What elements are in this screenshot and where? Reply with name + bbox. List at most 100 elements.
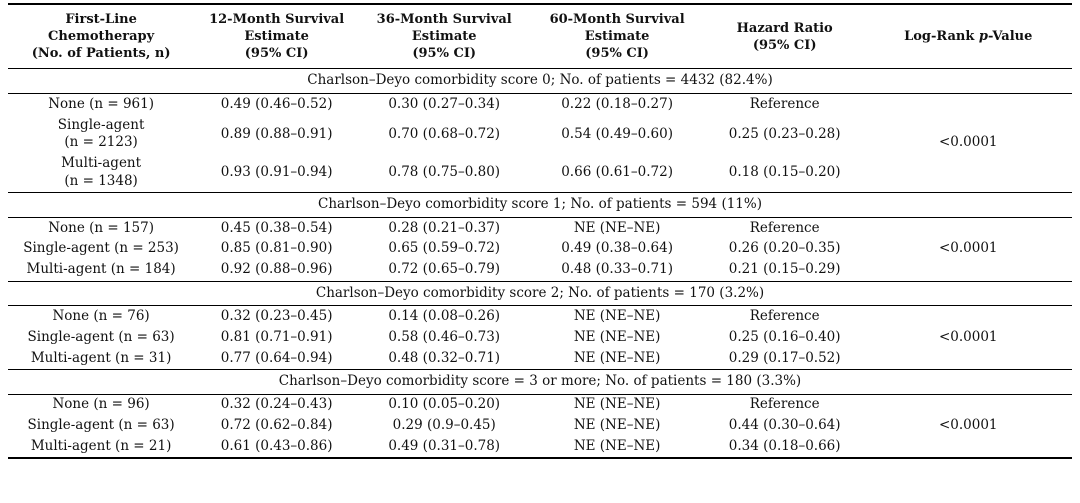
column-header-log-rank-p-value: Log-Rank p-Value	[864, 4, 1072, 70]
cell-hazard-ratio: 0.25 (0.16–0.40)	[728, 328, 841, 345]
table-row: Multi-agent (n = 184) 0.92 (0.88–0.96) 0…	[8, 260, 1072, 281]
log-rank-label-post: -Value	[987, 29, 1033, 45]
cell-therapy: None (n = 76)	[52, 307, 150, 324]
section-title: Charlson–Deyo comorbidity score 0; No. o…	[8, 68, 1072, 95]
column-header-60-month-survival: 60-Month Survival Estimate (95% CI)	[529, 4, 705, 70]
cell-log-rank-p-value: <0.0001	[938, 416, 998, 433]
cell-60-month: 0.48 (0.33–0.71)	[561, 261, 673, 278]
cell-12-month: 0.49 (0.46–0.52)	[220, 95, 333, 112]
cell-60-month: 0.66 (0.61–0.72)	[561, 164, 673, 181]
cell-36-month: 0.30 (0.27–0.34)	[388, 95, 501, 112]
column-header-36-month-survival: 36-Month Survival Estimate (95% CI)	[359, 4, 530, 70]
log-rank-label-pre: Log-Rank	[904, 29, 979, 45]
cell-36-month: 0.70 (0.68–0.72)	[388, 125, 501, 142]
section-2-body: Charlson–Deyo comorbidity score 2; No. o…	[8, 280, 1072, 369]
cell-log-rank-p-value: <0.0001	[938, 240, 998, 257]
column-header-12-month-survival: 12-Month Survival Estimate (95% CI)	[194, 4, 360, 70]
cell-hazard-ratio: 0.21 (0.15–0.29)	[728, 261, 841, 278]
cell-36-month: 0.65 (0.59–0.72)	[388, 240, 501, 257]
cell-hazard-ratio: Reference	[749, 219, 820, 236]
section-header: Charlson–Deyo comorbidity score 1; No. o…	[8, 192, 1072, 219]
cell-hazard-ratio: Reference	[749, 95, 820, 112]
cell-hazard-ratio: 0.18 (0.15–0.20)	[728, 164, 841, 181]
cell-log-rank-p-value: <0.0001	[938, 134, 998, 151]
cell-60-month: NE (NE–NE)	[573, 437, 661, 454]
cell-60-month: NE (NE–NE)	[573, 307, 661, 324]
table-row: None (n = 157) 0.45 (0.38–0.54) 0.28 (0.…	[8, 218, 1072, 257]
cell-36-month: 0.49 (0.31–0.78)	[388, 437, 501, 454]
table-row: Single-agent (n = 253) 0.85 (0.81–0.90) …	[8, 239, 1072, 260]
cell-36-month: 0.72 (0.65–0.79)	[388, 261, 501, 278]
table-row: None (n = 96) 0.32 (0.24–0.43) 0.10 (0.0…	[8, 394, 1072, 433]
cell-12-month: 0.89 (0.88–0.91)	[220, 125, 333, 142]
section-0-body: Charlson–Deyo comorbidity score 0; No. o…	[8, 68, 1072, 193]
cell-12-month: 0.32 (0.23–0.45)	[220, 307, 333, 324]
cell-12-month: 0.61 (0.43–0.86)	[220, 437, 333, 454]
section-title: Charlson–Deyo comorbidity score 1; No. o…	[8, 192, 1072, 219]
cell-therapy: None (n = 157)	[48, 219, 154, 236]
cell-12-month: 0.85 (0.81–0.90)	[220, 240, 333, 257]
cell-therapy: Multi-agent (n = 31)	[30, 349, 172, 366]
survival-estimates-table: First-Line Chemotherapy (No. of Patients…	[8, 3, 1072, 460]
table-row: None (n = 961) 0.49 (0.46–0.52) 0.30 (0.…	[8, 94, 1072, 151]
cell-12-month: 0.45 (0.38–0.54)	[220, 219, 333, 236]
cell-hazard-ratio: 0.29 (0.17–0.52)	[728, 349, 841, 366]
section-1-body: Charlson–Deyo comorbidity score 1; No. o…	[8, 192, 1072, 281]
cell-60-month: NE (NE–NE)	[573, 349, 661, 366]
cell-60-month: NE (NE–NE)	[573, 396, 661, 413]
section-header: Charlson–Deyo comorbidity score = 3 or m…	[8, 368, 1072, 395]
cell-60-month: NE (NE–NE)	[573, 328, 661, 345]
cell-hazard-ratio: Reference	[749, 307, 820, 324]
cell-therapy: None (n = 961)	[48, 95, 154, 112]
table-row: Multi-agent (n = 31) 0.77 (0.64–0.94) 0.…	[8, 348, 1072, 369]
column-header-first-line-chemotherapy: First-Line Chemotherapy (No. of Patients…	[8, 4, 195, 70]
section-3-body: Charlson–Deyo comorbidity score = 3 or m…	[8, 368, 1072, 458]
cell-60-month: 0.22 (0.18–0.27)	[561, 95, 673, 112]
cell-therapy: Single-agent (n = 2123)	[57, 116, 145, 151]
column-header-hazard-ratio: Hazard Ratio (95% CI)	[704, 4, 865, 70]
cell-36-month: 0.78 (0.75–0.80)	[388, 164, 501, 181]
cell-hazard-ratio: 0.34 (0.18–0.66)	[728, 437, 841, 454]
cell-36-month: 0.10 (0.05–0.20)	[388, 396, 501, 413]
table-row: Single-agent (n = 63) 0.72 (0.62–0.84) 0…	[8, 415, 1072, 436]
cell-therapy: Single-agent (n = 63)	[27, 328, 175, 345]
cell-hazard-ratio: Reference	[749, 396, 820, 413]
table-row: Single-agent (n = 63) 0.81 (0.71–0.91) 0…	[8, 327, 1072, 348]
cell-12-month: 0.77 (0.64–0.94)	[220, 349, 333, 366]
cell-12-month: 0.72 (0.62–0.84)	[220, 416, 333, 433]
table-row: None (n = 76) 0.32 (0.23–0.45) 0.14 (0.0…	[8, 306, 1072, 345]
section-header: Charlson–Deyo comorbidity score 2; No. o…	[8, 280, 1072, 307]
cell-12-month: 0.93 (0.91–0.94)	[220, 164, 333, 181]
cell-therapy: Multi-agent (n = 184)	[26, 261, 176, 278]
log-rank-label-p-italic: p	[978, 29, 988, 45]
cell-36-month: 0.14 (0.08–0.26)	[388, 307, 501, 324]
section-header: Charlson–Deyo comorbidity score 0; No. o…	[8, 68, 1072, 95]
cell-hazard-ratio: 0.25 (0.23–0.28)	[728, 125, 841, 142]
section-title: Charlson–Deyo comorbidity score 2; No. o…	[8, 280, 1072, 307]
cell-therapy: Single-agent (n = 63)	[27, 416, 175, 433]
table-row: Multi-agent (n = 1348) 0.93 (0.91–0.94) …	[8, 154, 1072, 193]
cell-therapy: Single-agent (n = 253)	[23, 240, 179, 257]
cell-12-month: 0.32 (0.24–0.43)	[220, 396, 333, 413]
table-row: Multi-agent (n = 21) 0.61 (0.43–0.86) 0.…	[8, 436, 1072, 458]
cell-therapy: Multi-agent (n = 1348)	[61, 155, 142, 190]
cell-60-month: 0.54 (0.49–0.60)	[561, 125, 673, 142]
cell-60-month: 0.49 (0.38–0.64)	[561, 240, 673, 257]
cell-60-month: NE (NE–NE)	[573, 416, 661, 433]
cell-hazard-ratio: 0.26 (0.20–0.35)	[728, 240, 841, 257]
cell-60-month: NE (NE–NE)	[573, 219, 661, 236]
cell-therapy: Multi-agent (n = 21)	[30, 437, 172, 454]
cell-36-month: 0.48 (0.32–0.71)	[388, 349, 501, 366]
cell-hazard-ratio: 0.44 (0.30–0.64)	[728, 416, 841, 433]
cell-therapy: None (n = 96)	[52, 396, 150, 413]
cell-36-month: 0.28 (0.21–0.37)	[388, 219, 501, 236]
header-row: First-Line Chemotherapy (No. of Patients…	[8, 4, 1072, 70]
table-header: First-Line Chemotherapy (No. of Patients…	[8, 4, 1072, 70]
table-row: Single-agent (n = 2123) 0.89 (0.88–0.91)…	[8, 115, 1072, 154]
cell-log-rank-p-value: <0.0001	[938, 328, 998, 345]
section-title: Charlson–Deyo comorbidity score = 3 or m…	[8, 368, 1072, 395]
cell-36-month: 0.29 (0.9–0.45)	[392, 416, 496, 433]
cell-12-month: 0.92 (0.88–0.96)	[220, 261, 333, 278]
cell-12-month: 0.81 (0.71–0.91)	[220, 328, 333, 345]
